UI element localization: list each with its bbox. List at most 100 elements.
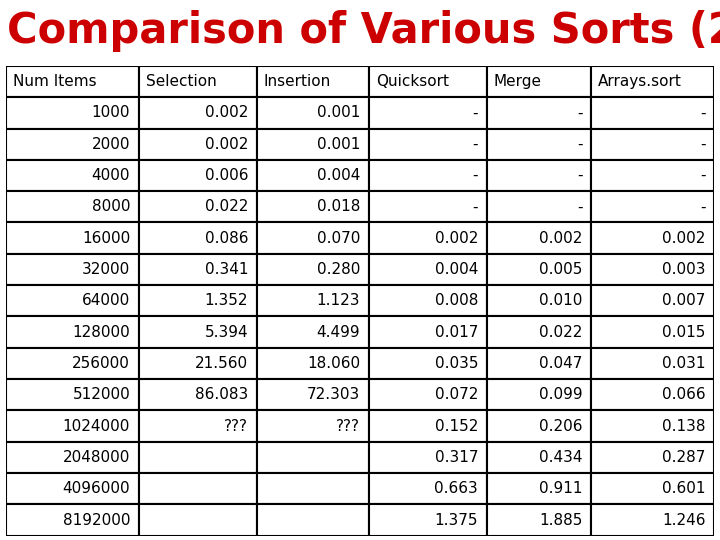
Text: 0.086: 0.086 <box>204 231 248 246</box>
Text: 0.008: 0.008 <box>435 293 478 308</box>
Bar <box>591 473 714 504</box>
Text: 0.152: 0.152 <box>435 418 478 434</box>
Bar <box>139 285 256 316</box>
Bar <box>487 129 591 160</box>
Bar <box>6 410 139 442</box>
Text: 0.035: 0.035 <box>435 356 478 371</box>
Bar <box>369 97 487 129</box>
Bar <box>591 410 714 442</box>
Text: 0.280: 0.280 <box>317 262 360 277</box>
Text: 0.002: 0.002 <box>204 105 248 120</box>
Text: 0.434: 0.434 <box>539 450 582 465</box>
Bar <box>139 316 256 348</box>
Bar <box>591 285 714 316</box>
Bar <box>139 97 256 129</box>
Bar <box>369 473 487 504</box>
Bar <box>139 254 256 285</box>
Bar <box>6 348 139 379</box>
Text: 0.047: 0.047 <box>539 356 582 371</box>
Text: 0.002: 0.002 <box>539 231 582 246</box>
Text: 0.001: 0.001 <box>317 105 360 120</box>
Text: 18.060: 18.060 <box>307 356 360 371</box>
Text: 0.002: 0.002 <box>204 137 248 152</box>
Text: -: - <box>701 105 706 120</box>
Bar <box>369 222 487 254</box>
Text: 0.663: 0.663 <box>434 481 478 496</box>
Bar <box>591 316 714 348</box>
Bar <box>139 442 256 473</box>
Bar <box>6 160 139 191</box>
Text: -: - <box>472 137 478 152</box>
Bar <box>591 254 714 285</box>
Text: ???: ??? <box>224 418 248 434</box>
Bar <box>591 191 714 222</box>
Text: -: - <box>472 199 478 214</box>
Bar <box>591 97 714 129</box>
Bar <box>256 129 369 160</box>
Bar <box>487 316 591 348</box>
Text: 0.099: 0.099 <box>539 387 582 402</box>
Text: 0.004: 0.004 <box>435 262 478 277</box>
Text: 4000: 4000 <box>91 168 130 183</box>
Bar <box>487 473 591 504</box>
Text: 0.018: 0.018 <box>317 199 360 214</box>
Bar <box>256 285 369 316</box>
Text: 0.002: 0.002 <box>662 231 706 246</box>
Text: -: - <box>577 168 582 183</box>
Text: 1.123: 1.123 <box>317 293 360 308</box>
Text: -: - <box>701 168 706 183</box>
Bar <box>591 129 714 160</box>
Text: Merge: Merge <box>494 74 541 89</box>
Bar <box>369 254 487 285</box>
Text: 8000: 8000 <box>91 199 130 214</box>
Bar <box>6 473 139 504</box>
Text: 0.022: 0.022 <box>204 199 248 214</box>
Bar <box>6 191 139 222</box>
Text: 2000: 2000 <box>91 137 130 152</box>
Text: 0.138: 0.138 <box>662 418 706 434</box>
Text: Comparison of Various Sorts (2011): Comparison of Various Sorts (2011) <box>7 10 720 52</box>
Bar <box>139 473 256 504</box>
Bar <box>6 97 139 129</box>
Bar <box>256 379 369 410</box>
Bar <box>256 222 369 254</box>
Text: 0.022: 0.022 <box>539 325 582 340</box>
Bar <box>591 222 714 254</box>
Text: 0.006: 0.006 <box>204 168 248 183</box>
Text: Num Items: Num Items <box>13 74 96 89</box>
Bar <box>6 442 139 473</box>
Bar <box>139 160 256 191</box>
Text: 0.070: 0.070 <box>317 231 360 246</box>
Bar <box>591 66 714 97</box>
Bar <box>487 442 591 473</box>
Text: 0.004: 0.004 <box>317 168 360 183</box>
Bar <box>139 129 256 160</box>
Text: 72.303: 72.303 <box>307 387 360 402</box>
Bar <box>369 410 487 442</box>
Bar <box>6 222 139 254</box>
Text: ???: ??? <box>336 418 360 434</box>
Text: Quicksort: Quicksort <box>376 74 449 89</box>
Text: 86.083: 86.083 <box>195 387 248 402</box>
Bar <box>256 254 369 285</box>
Text: 1.352: 1.352 <box>204 293 248 308</box>
Text: 32000: 32000 <box>82 262 130 277</box>
Bar <box>591 442 714 473</box>
Bar <box>487 348 591 379</box>
Text: 4.499: 4.499 <box>317 325 360 340</box>
Bar <box>256 348 369 379</box>
Bar <box>591 160 714 191</box>
Bar <box>487 191 591 222</box>
Text: 0.601: 0.601 <box>662 481 706 496</box>
Bar <box>256 316 369 348</box>
Text: Arrays.sort: Arrays.sort <box>598 74 682 89</box>
Text: 1.246: 1.246 <box>662 512 706 528</box>
Bar <box>256 410 369 442</box>
Text: 0.002: 0.002 <box>435 231 478 246</box>
Text: 0.031: 0.031 <box>662 356 706 371</box>
Bar <box>256 191 369 222</box>
Text: 0.003: 0.003 <box>662 262 706 277</box>
Bar <box>487 66 591 97</box>
Text: 16000: 16000 <box>82 231 130 246</box>
Bar <box>591 348 714 379</box>
